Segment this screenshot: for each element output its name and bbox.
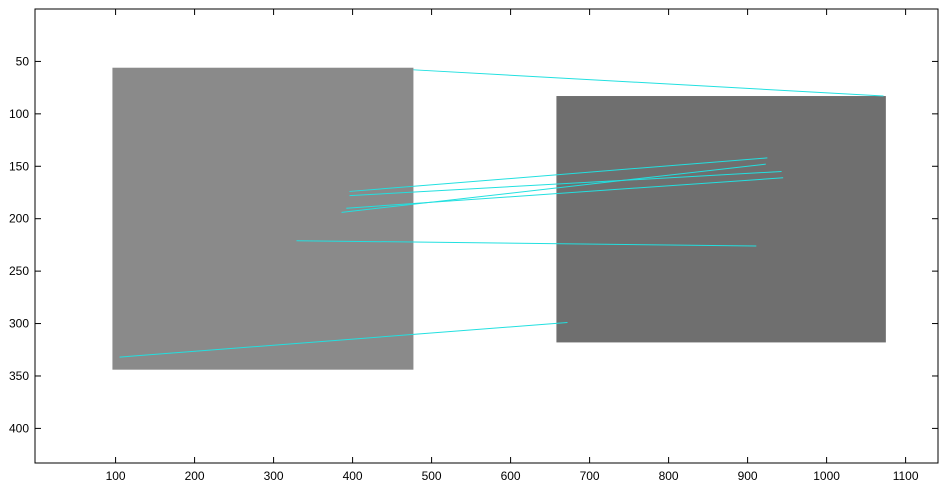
image [112,68,413,370]
x-tick-label: 300 [264,469,284,483]
y-tick-label: 400 [9,421,29,435]
y-tick-label: 150 [9,159,29,173]
image [556,96,885,342]
x-tick-label: 800 [659,469,679,483]
x-tick-label: 600 [501,469,521,483]
y-tick-label: 200 [9,212,29,226]
y-tick-label: 300 [9,317,29,331]
x-tick-label: 900 [738,469,758,483]
y-tick-label: 50 [16,54,30,68]
x-tick-label: 1000 [813,469,840,483]
x-tick-label: 200 [185,469,205,483]
x-tick-label: 700 [580,469,600,483]
x-tick-label: 1100 [893,469,919,483]
x-tick-label: 100 [106,469,126,483]
x-tick-label: 400 [343,469,363,483]
y-tick-label: 350 [9,369,29,383]
figure: 100 200 300 400 500 600 700 800 900 1000 1100 50 100… [0,0,940,489]
x-tick-label: 500 [422,469,442,483]
y-tick-label: 100 [9,107,29,121]
y-tick-label: 250 [9,264,29,278]
